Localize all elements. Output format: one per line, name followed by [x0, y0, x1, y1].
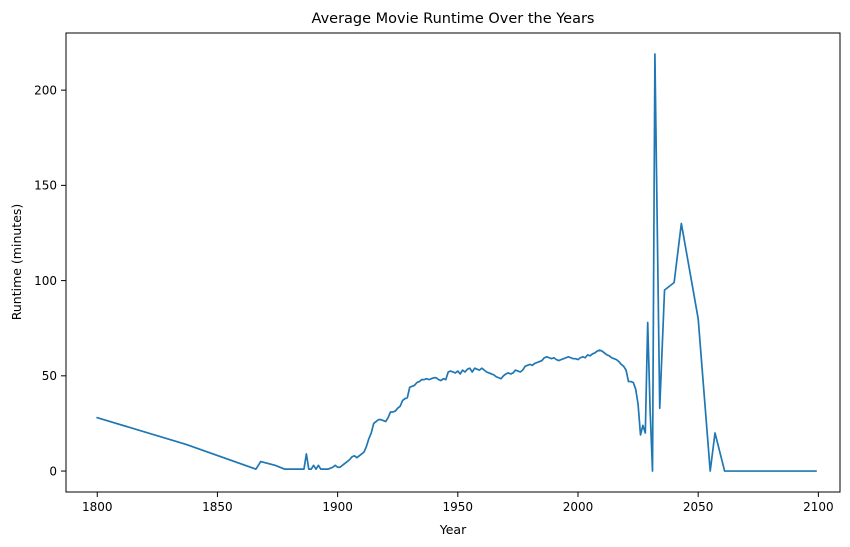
y-axis-ticks: 0 50 100 150 200 [34, 83, 66, 478]
plot-area [96, 53, 817, 472]
x-tick-label: 1800 [82, 500, 113, 514]
y-tick-label: 0 [49, 464, 57, 478]
x-tick-label: 2050 [683, 500, 714, 514]
x-tick-label: 2000 [563, 500, 594, 514]
y-axis-label: Runtime (minutes) [9, 204, 24, 321]
y-tick-label: 150 [34, 179, 57, 193]
y-tick-label: 50 [42, 369, 57, 383]
x-axis-label: Year [439, 522, 467, 537]
x-tick-label: 2100 [803, 500, 834, 514]
series-line [96, 53, 817, 472]
x-axis-ticks: 1800 1850 1900 1950 2000 2050 2100 [82, 492, 834, 514]
plot-frame [65, 32, 841, 493]
y-tick-label: 100 [34, 274, 57, 288]
chart-title: Average Movie Runtime Over the Years [312, 11, 595, 27]
x-tick-label: 1900 [322, 500, 353, 514]
x-tick-label: 1850 [202, 500, 233, 514]
x-tick-label: 1950 [443, 500, 474, 514]
y-tick-label: 200 [34, 83, 57, 97]
